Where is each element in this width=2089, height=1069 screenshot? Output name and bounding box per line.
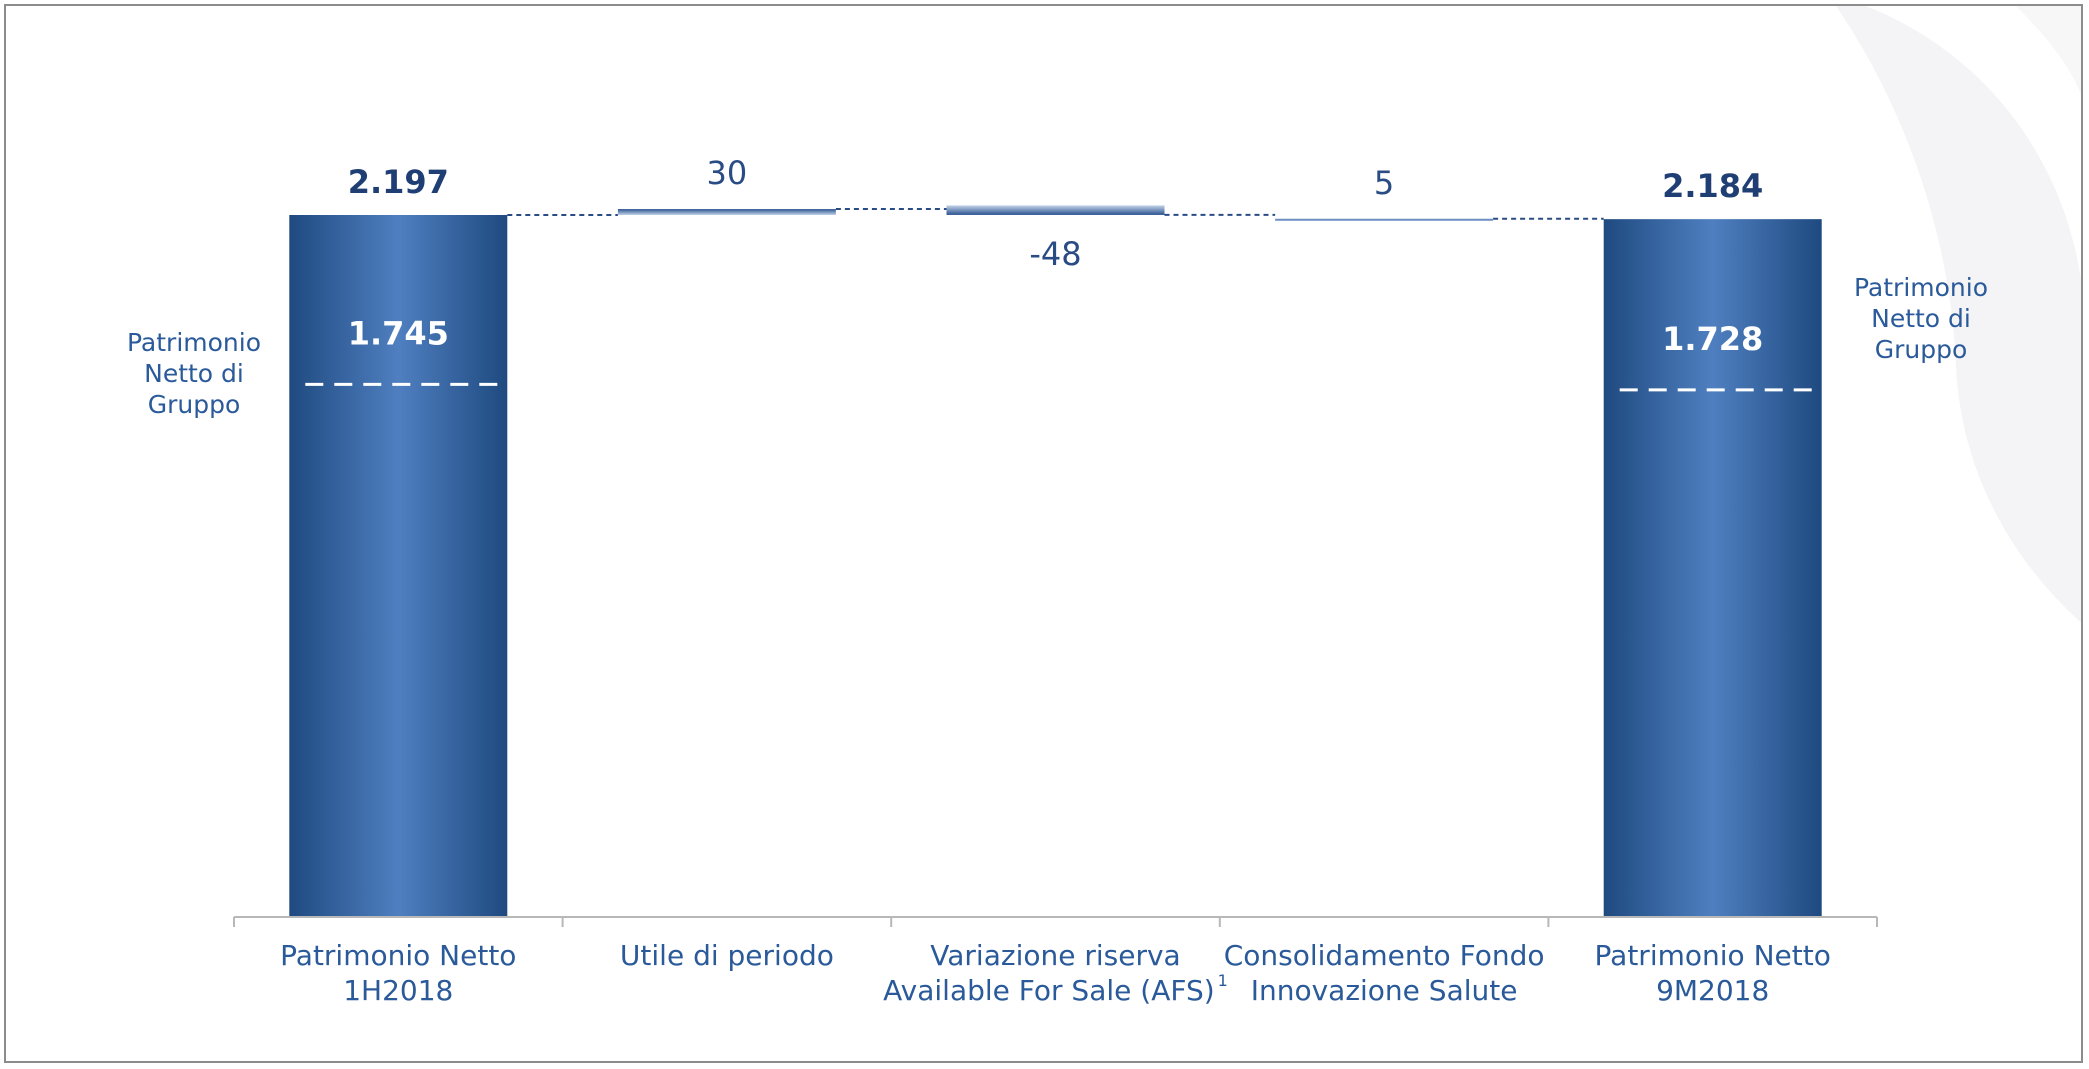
group-equity-value-label: 1.728: [1662, 320, 1763, 358]
watermark-logo: [1836, 6, 2081, 623]
total-bar: [289, 215, 508, 917]
total-value-label: 2.197: [348, 163, 449, 201]
chart-frame: 2.197 1.745 30 -48 5 2.184 1.728 Patrimonio Net…: [4, 4, 2083, 1063]
side-label-left: Patrimonio Netto di Gruppo: [127, 328, 261, 419]
category-label: Patrimonio Netto 9M2018: [1595, 939, 1831, 1007]
category-label: Consolidamento Fondo Innovazione Salute: [1224, 939, 1545, 1007]
waterfall-chart: 2.197 1.745 30 -48 5 2.184 1.728 Patrimonio Net…: [127, 6, 2081, 1007]
category-label: Variazione riserva Available For Sale (AF…: [883, 939, 1228, 1007]
delta-value-label: 30: [707, 154, 748, 192]
side-label-right: Patrimonio Netto di Gruppo: [1854, 273, 1988, 364]
delta-bar: [1275, 218, 1494, 221]
delta-bar: [946, 205, 1165, 215]
category-label: Utile di periodo: [620, 939, 834, 972]
total-bar: [1603, 219, 1822, 918]
group-equity-value-label: 1.745: [348, 314, 449, 352]
delta-value-label: 5: [1374, 164, 1394, 202]
total-value-label: 2.184: [1662, 167, 1763, 205]
category-label: Patrimonio Netto 1H2018: [280, 939, 516, 1007]
delta-value-label: -48: [1029, 235, 1081, 273]
delta-bar: [617, 209, 836, 215]
